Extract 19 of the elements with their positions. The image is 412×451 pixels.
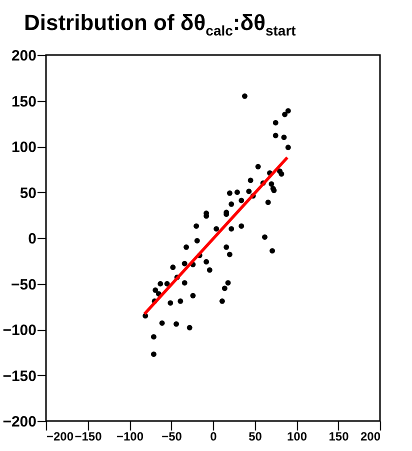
y-tick-label: −150 xyxy=(2,368,36,385)
x-tick-label: −50 xyxy=(162,430,182,444)
x-tick-label: 150 xyxy=(328,430,350,444)
y-tick-label: 100 xyxy=(11,139,36,156)
x-tick-label: 50 xyxy=(248,430,262,444)
y-tick-label: 0 xyxy=(28,230,36,248)
y-tick-label: 150 xyxy=(11,93,36,110)
y-tick-label: −200 xyxy=(2,414,36,430)
y-tick-label: −100 xyxy=(2,322,36,339)
x-tick-label: 100 xyxy=(286,430,308,444)
x-tick-label: 0 xyxy=(210,430,218,444)
x-tick-label: 200 xyxy=(360,430,381,444)
y-tick-label: −50 xyxy=(11,276,36,294)
x-tick-label: −200 xyxy=(46,430,74,444)
x-tick-label: −100 xyxy=(116,430,144,444)
y-tick-label: 200 xyxy=(11,48,36,64)
x-tick-label: −150 xyxy=(74,430,102,444)
chart-title: Distribution of δθ$_{calc}$:δθ$_{start}$ xyxy=(23,9,297,40)
y-tick-label: 50 xyxy=(20,184,36,202)
